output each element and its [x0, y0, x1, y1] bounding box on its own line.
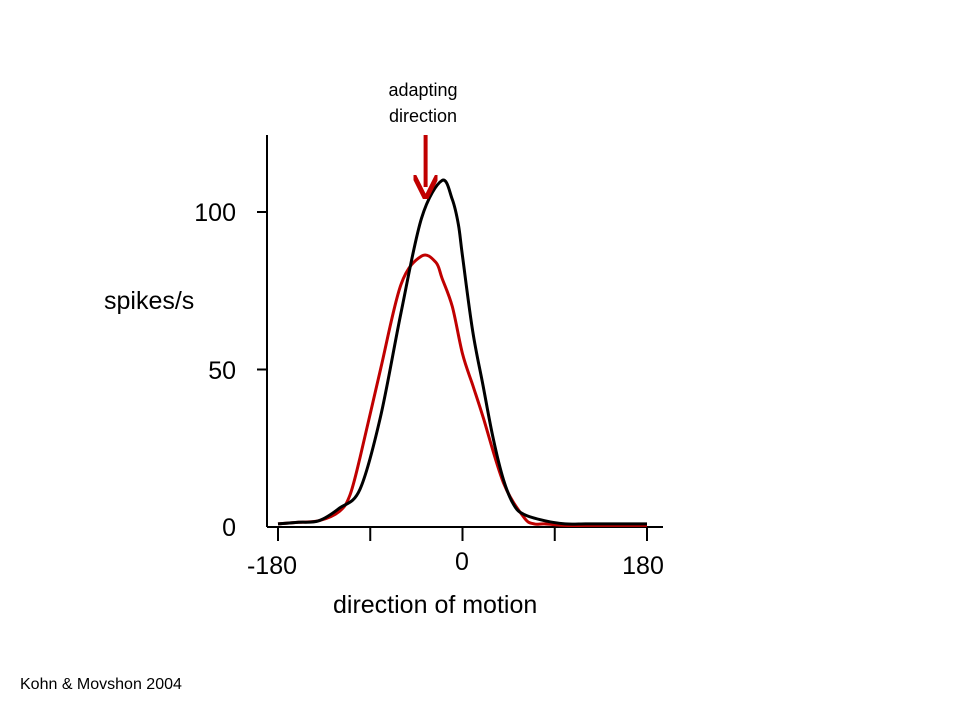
annotation-line-2: direction [388, 106, 458, 126]
y-tick-label-100: 100 [194, 199, 236, 227]
x-tick-label-0: 0 [455, 548, 469, 576]
x-ticks [277, 527, 648, 541]
x-tick-label-minus-180: -180 [246, 552, 298, 580]
y-ticks [257, 211, 267, 371]
x-axis-label: direction of motion [333, 591, 538, 619]
x-tick-label-180: 180 [622, 552, 664, 580]
y-tick-label-50: 50 [208, 357, 236, 385]
annotation-line-1: adapting [388, 80, 458, 100]
y-axis-label: spikes/s [104, 287, 195, 315]
adapting-direction-annotation: adapting direction [363, 77, 483, 129]
series-line-red [277, 253, 647, 528]
series-line-black [277, 178, 647, 526]
y-tick-label-0: 0 [222, 514, 236, 542]
source-credit: Kohn & Movshon 2004 [20, 676, 182, 693]
series-layer [277, 178, 647, 528]
